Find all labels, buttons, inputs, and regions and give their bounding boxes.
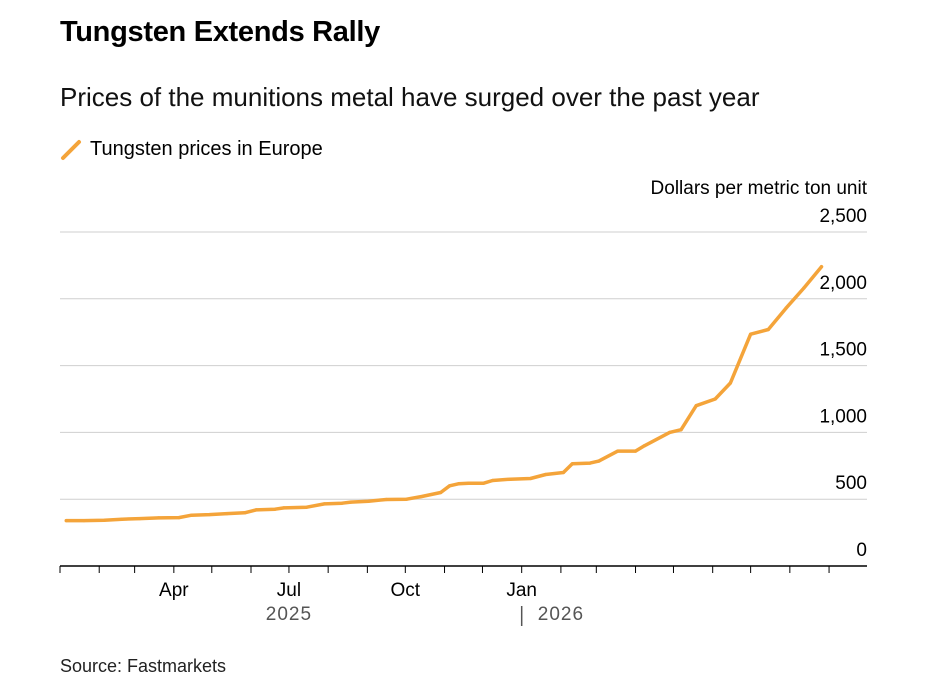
data-point: [456, 482, 461, 486]
data-point: [82, 518, 86, 523]
data-point: [420, 494, 424, 499]
data-point: [588, 461, 592, 465]
data-point: [138, 516, 142, 521]
series-line: [64, 264, 824, 523]
x-tick-label: Oct: [391, 580, 421, 601]
data-point: [668, 430, 672, 434]
y-tick-label: 1,000: [819, 406, 867, 427]
data-point: [64, 518, 68, 523]
data-point: [616, 449, 620, 453]
data-point: [466, 481, 471, 485]
data-point: [490, 478, 495, 483]
y-tick-label: 2,500: [819, 206, 867, 227]
chart-subtitle: Prices of the munitions metal have surge…: [60, 82, 760, 112]
data-point: [340, 501, 344, 505]
data-point: [254, 508, 258, 512]
x-tick-label: Apr: [159, 580, 189, 601]
data-point: [713, 397, 717, 401]
data-point: [482, 481, 486, 485]
data-point: [243, 511, 247, 515]
data-point: [633, 449, 638, 453]
data-point: [694, 404, 698, 408]
data-point: [679, 428, 683, 432]
data-point: [439, 490, 443, 495]
data-point: [322, 502, 326, 506]
year-label: 2025: [266, 604, 312, 625]
data-point: [597, 459, 601, 463]
data-point: [642, 444, 646, 448]
data-point: [766, 327, 770, 332]
data-point: [561, 470, 566, 475]
data-point: [305, 505, 309, 509]
data-point: [273, 507, 277, 511]
data-point: [120, 517, 124, 521]
data-point: [282, 506, 286, 510]
data-point: [384, 497, 388, 502]
data-point: [225, 512, 229, 516]
data-point: [177, 516, 181, 520]
data-point: [784, 306, 788, 310]
data-point: [819, 265, 824, 269]
source-note: Source: Fastmarkets: [60, 656, 227, 676]
y-tick-label: 1,500: [819, 340, 867, 361]
x-tick-label: Jan: [506, 580, 537, 601]
y-axis-label: Dollars per metric ton unit: [650, 178, 867, 199]
y-tick-label: 2,000: [819, 273, 867, 294]
data-point: [447, 484, 452, 488]
data-point: [508, 477, 512, 481]
chart-title: Tungsten Extends Rally: [60, 16, 380, 48]
data-point: [102, 518, 106, 522]
year-label: 2026: [538, 604, 584, 625]
data-point: [404, 497, 409, 501]
data-point: [802, 286, 806, 290]
data-point: [528, 476, 533, 481]
y-tick-label: 500: [835, 473, 867, 494]
data-point: [349, 500, 353, 504]
data-point: [749, 332, 753, 336]
data-point: [367, 499, 371, 503]
data-point: [157, 516, 161, 520]
legend-line-icon: [61, 139, 81, 160]
x-tick-label: Jul: [277, 580, 301, 601]
y-tick-label: 0: [856, 540, 867, 561]
data-point: [207, 512, 211, 517]
legend-label: Tungsten prices in Europe: [90, 138, 323, 160]
data-point: [189, 513, 194, 517]
data-point: [544, 472, 548, 477]
data-point: [570, 462, 574, 466]
data-point: [728, 381, 732, 385]
legend: Tungsten prices in Europe: [60, 138, 323, 161]
